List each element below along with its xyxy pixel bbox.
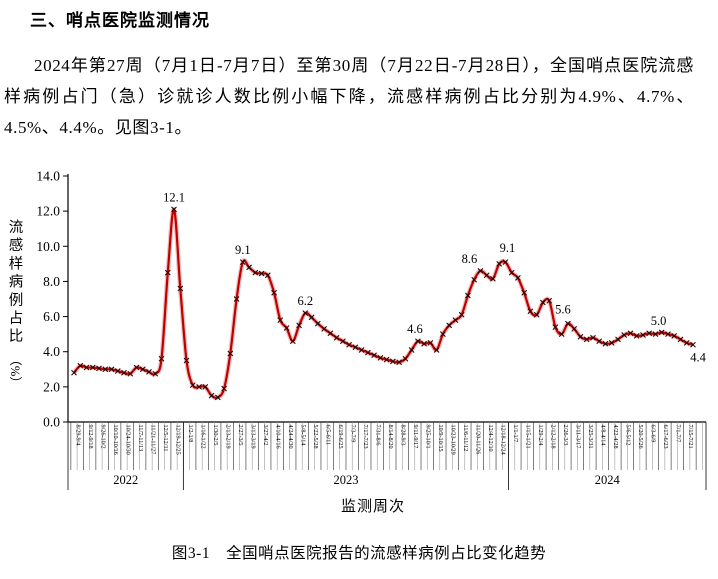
week-tick-label: 8/29-9/4: [74, 425, 81, 446]
figure-caption: 图3-1 全国哨点医院报告的流感样病例占比变化趋势: [171, 545, 547, 562]
week-tick-label: 12/4-12/10: [487, 425, 494, 452]
data-label: 4.4: [690, 351, 706, 365]
y-tick-label: 8.0: [43, 274, 60, 289]
week-tick-label: 7/1-7/7: [675, 425, 682, 443]
week-tick-label: 12/18-12/24: [500, 425, 507, 455]
data-label: 5.6: [555, 303, 571, 317]
week-tick-label: 11/6-11/12: [462, 425, 469, 452]
week-tick-label: 6/17-6/23: [662, 425, 669, 449]
week-tick-label: 1/2-1/8: [187, 425, 194, 443]
week-tick-label: 1/30-2/5: [212, 425, 219, 446]
week-tick-label: 10/10-10/16: [112, 425, 119, 455]
data-label: 9.1: [500, 241, 516, 255]
week-tick-label: 10/23-10/29: [450, 425, 457, 455]
week-tick-label: 6/3-6/9: [650, 425, 657, 443]
week-tick-label: 10/9-10/15: [437, 425, 444, 452]
svg-text:病: 病: [9, 274, 24, 291]
y-tick-label: 6.0: [43, 309, 60, 324]
week-tick-label: 5/20-5/26: [637, 425, 644, 449]
y-tick-label: 2.0: [43, 379, 60, 394]
week-tick-label: 1/15-1/21: [525, 425, 532, 449]
week-tick-label: 7/17-7/23: [362, 425, 369, 449]
week-tick-label: 12/5-12/11: [162, 425, 169, 452]
week-tick-label: 10/24-10/30: [124, 425, 131, 455]
ili-trend-chart: 0.0 2.0 4.0 6.0 8.0 10.0 12.0 14.0 8/29-9/4 9/12-…: [0, 160, 718, 516]
data-labels: 12.1 9.1 6.2 4.6 8.6 9.1 5.6 5.0 4.4: [163, 190, 707, 364]
week-tick-label: 7/15-7/21: [687, 425, 694, 449]
week-tick-label: 1/16-1/22: [199, 425, 206, 449]
svg-text:比: 比: [9, 328, 24, 345]
week-tick-label: 3/13-3/19: [249, 425, 256, 449]
y-axis: 0.0 2.0 4.0 6.0 8.0 10.0 12.0 14.0: [36, 169, 69, 430]
y-tick-label: 12.0: [36, 204, 60, 219]
week-tick-label: 4/10-4/16: [274, 425, 281, 449]
week-tick-label: 2/27-3/5: [237, 425, 244, 446]
year-label: 2023: [334, 473, 359, 487]
week-tick-label: 3/11-3/17: [575, 425, 582, 449]
data-label: 8.6: [462, 252, 478, 266]
week-tick-label: 7/31-8/6: [375, 425, 382, 446]
week-tick-label: 2/26-3/3: [562, 425, 569, 446]
week-tick-label: 1/29-2/4: [537, 425, 544, 446]
svg-text:（%）: （%）: [8, 353, 22, 388]
year-band: 2022 2023 2024: [67, 422, 707, 490]
week-tick-label: 9/11-9/17: [412, 425, 419, 449]
week-tick-label: 2/13-2/19: [224, 425, 231, 449]
week-tick-label: 11/20-11/26: [475, 425, 482, 455]
trend-line: [73, 208, 694, 399]
x-tick-grid: [70, 422, 703, 470]
week-tick-label: 5/8-5/14: [299, 425, 306, 446]
week-tick-label: 3/25-3/31: [587, 425, 594, 449]
y-tick-label: 4.0: [43, 344, 60, 359]
week-tick-label: 1/1-1/7: [512, 425, 519, 443]
x-tick-labels: 8/29-9/4 9/12-9/18 9/26-10/2 10/10-10/16 10/…: [74, 425, 694, 455]
week-tick-label: 4/8-4/14: [600, 425, 607, 446]
section-heading: 三、哨点医院监测情况: [30, 11, 210, 30]
trend-line-glow: [72, 207, 694, 401]
week-tick-label: 9/25-10/1: [425, 425, 432, 449]
body-paragraph: 2024年第27周（7月1日-7月7日）至第30周（7月22日-7月28日），全…: [4, 56, 694, 137]
week-tick-label: 11/21-11/27: [149, 425, 156, 455]
week-tick-label: 5/22-5/28: [312, 425, 319, 449]
week-tick-label: 9/12-9/18: [87, 425, 94, 449]
week-tick-label: 6/19-6/25: [337, 425, 344, 449]
data-point-markers: [71, 206, 696, 401]
data-label: 9.1: [235, 243, 251, 257]
svg-text:例: 例: [9, 292, 24, 309]
week-tick-label: 4/22-4/28: [612, 425, 619, 449]
svg-text:占: 占: [9, 310, 24, 327]
week-tick-label: 5/6-5/12: [625, 425, 632, 446]
week-tick-label: 3/27-4/2: [262, 425, 269, 446]
week-tick-label: 7/3-7/9: [350, 425, 357, 443]
svg-text:样: 样: [9, 255, 24, 272]
week-tick-label: 4/24-4/30: [287, 425, 294, 449]
x-axis-title: 监测周次: [341, 498, 405, 515]
y-axis-title: 流感样病例占比 （%）: [8, 219, 23, 389]
data-label: 4.6: [407, 322, 423, 336]
week-tick-label: 8/14-8/20: [387, 425, 394, 449]
week-tick-label: 12/19-12/25: [174, 425, 181, 455]
week-tick-label: 6/5-6/11: [325, 425, 332, 446]
data-label: 12.1: [163, 190, 185, 204]
y-tick-label: 10.0: [36, 239, 60, 254]
svg-text:流: 流: [9, 219, 24, 236]
week-tick-label: 9/26-10/2: [99, 425, 106, 449]
week-tick-label: 2/12-2/18: [550, 425, 557, 449]
y-tick-label: 0.0: [43, 415, 60, 430]
svg-text:感: 感: [9, 237, 24, 254]
year-label: 2024: [595, 473, 621, 487]
week-tick-label: 8/28-9/3: [400, 425, 407, 446]
week-tick-label: 11/7-11/13: [137, 425, 144, 452]
y-tick-label: 14.0: [36, 169, 60, 184]
data-label: 5.0: [651, 314, 667, 328]
data-label: 6.2: [297, 294, 313, 308]
year-label: 2022: [113, 473, 138, 487]
